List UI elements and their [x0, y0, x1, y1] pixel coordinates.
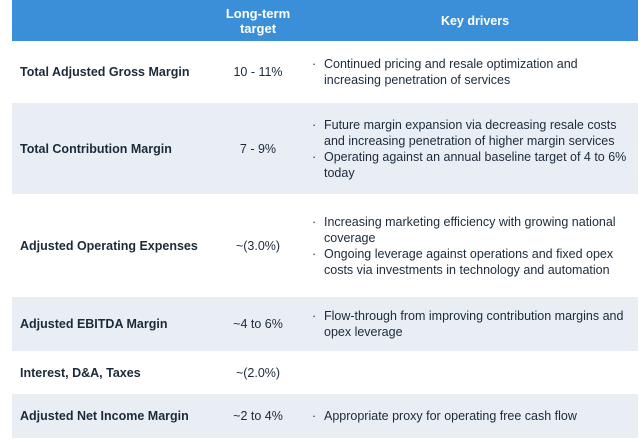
driver-text: Appropriate proxy for operating free cas…: [324, 409, 577, 423]
drivers-list: · Future margin expansion via decreasing…: [306, 117, 638, 181]
table-row: Adjusted EBITDA Margin ~4 to 6% · Flow-t…: [12, 297, 638, 351]
target-value: ~(3.0%): [235, 238, 281, 253]
header-long-term-target: Long-term target: [225, 5, 291, 36]
target-value: ~(2.0%): [235, 365, 281, 380]
driver-item: · Flow-through from improving contributi…: [312, 308, 638, 340]
driver-text: Increasing marketing efficiency with gro…: [324, 214, 616, 245]
target-value: ~2 to 4%: [233, 409, 283, 423]
drivers-list: · Flow-through from improving contributi…: [306, 308, 638, 340]
driver-item: · Future margin expansion via decreasing…: [312, 117, 638, 149]
driver-text: Flow-through from improving contribution…: [324, 309, 624, 339]
metric-name: Adjusted EBITDA Margin: [20, 317, 168, 331]
driver-item: · Increasing marketing efficiency with g…: [312, 214, 638, 246]
target-value: 10 - 11%: [233, 65, 283, 79]
bullet: ·: [312, 149, 317, 164]
drivers-list: · Appropriate proxy for operating free c…: [306, 408, 638, 424]
target-value: 7 - 9%: [239, 141, 277, 156]
table-row: Total Contribution Margin 7 - 9% · Futur…: [12, 103, 638, 194]
table-row: Interest, D&A, Taxes ~(2.0%): [12, 351, 638, 394]
bullet: ·: [312, 409, 317, 423]
driver-text: Future margin expansion via decreasing r…: [324, 117, 617, 148]
bullet: ·: [312, 246, 317, 261]
metric-name: Adjusted Net Income Margin: [20, 409, 189, 423]
metric-name: Interest, D&A, Taxes: [20, 365, 141, 380]
bullet: ·: [312, 309, 317, 323]
drivers-list: · Increasing marketing efficiency with g…: [306, 214, 638, 278]
driver-text: Ongoing leverage against operations and …: [324, 246, 614, 277]
metric-name: Total Adjusted Gross Margin: [20, 65, 190, 79]
driver-text: Operating against an annual baseline tar…: [324, 149, 627, 180]
metric-name: Adjusted Operating Expenses: [20, 238, 198, 253]
bullet: ·: [312, 57, 317, 71]
table-row: Adjusted Operating Expenses ~(3.0%) · In…: [12, 194, 638, 297]
driver-item: · Appropriate proxy for operating free c…: [312, 408, 638, 424]
header-key-drivers: Key drivers: [440, 13, 510, 28]
drivers-list: · Continued pricing and resale optimizat…: [306, 56, 638, 88]
table-row: Total Adjusted Gross Margin 10 - 11% · C…: [12, 41, 638, 103]
driver-item: · Continued pricing and resale optimizat…: [312, 56, 638, 88]
target-value: ~4 to 6%: [233, 317, 283, 331]
table-row: Adjusted Net Income Margin ~2 to 4% · Ap…: [12, 394, 638, 438]
driver-text: Continued pricing and resale optimizatio…: [324, 57, 578, 87]
bullet: ·: [312, 117, 317, 132]
driver-item: · Operating against an annual baseline t…: [312, 149, 638, 181]
table-header: Long-term target Key drivers: [12, 0, 638, 41]
metric-name: Total Contribution Margin: [20, 141, 172, 156]
bullet: ·: [312, 214, 317, 229]
driver-item: · Ongoing leverage against operations an…: [312, 246, 638, 278]
